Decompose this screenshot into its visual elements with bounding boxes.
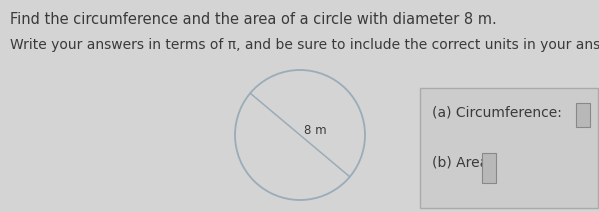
Text: Write your answers in terms of π, and be sure to include the correct units in yo: Write your answers in terms of π, and be…: [10, 38, 599, 52]
Bar: [482, 153, 496, 183]
Bar: [420, 88, 598, 208]
Text: Find the circumference and the area of a circle with diameter 8 m.: Find the circumference and the area of a…: [10, 12, 497, 27]
Bar: [576, 103, 590, 127]
Text: 8 m: 8 m: [304, 124, 326, 138]
Text: (b) Area:: (b) Area:: [432, 156, 493, 170]
Text: (a) Circumference:: (a) Circumference:: [432, 106, 562, 120]
